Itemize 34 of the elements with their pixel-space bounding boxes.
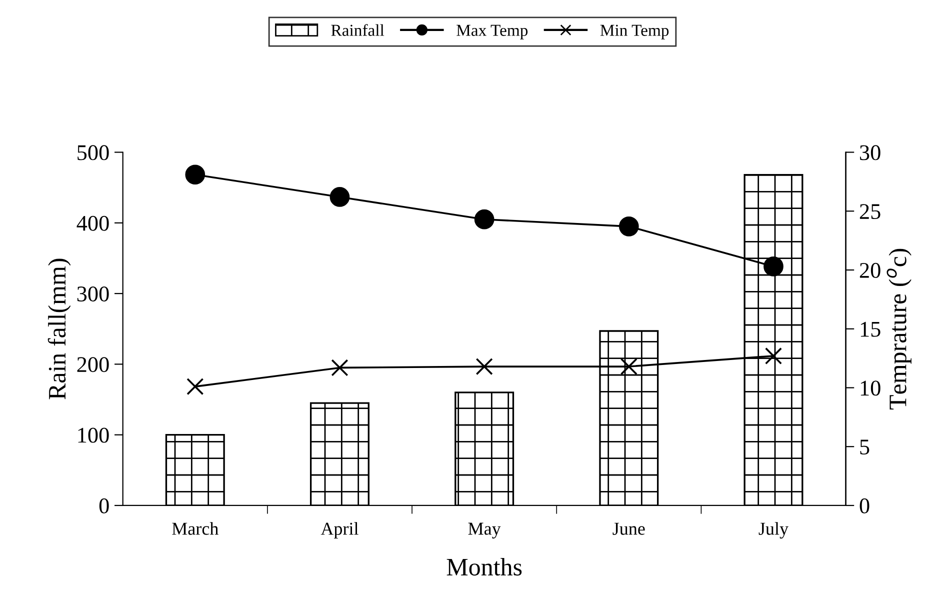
y-axis-title: Rain fall(mm) bbox=[48, 258, 71, 400]
legend-label: Rainfall bbox=[331, 24, 384, 36]
y2-tick-label: 25 bbox=[860, 204, 880, 220]
point bbox=[476, 358, 493, 376]
point bbox=[474, 209, 494, 230]
y-tick-label: 300 bbox=[77, 286, 109, 302]
y-tick-label: 100 bbox=[78, 428, 109, 443]
x-tick-label: June bbox=[612, 522, 645, 535]
point bbox=[331, 359, 348, 376]
y2-tick-label: 5 bbox=[860, 440, 870, 455]
y-tick-label: 200 bbox=[77, 357, 109, 372]
point bbox=[618, 216, 639, 236]
y2-tick-label: 0 bbox=[860, 498, 870, 514]
y-tick-label: 0 bbox=[99, 498, 109, 514]
x-tick-label: May bbox=[468, 522, 501, 539]
x-axis-title: Months bbox=[446, 558, 522, 576]
x-tick-label: April bbox=[320, 522, 358, 539]
point bbox=[186, 378, 204, 396]
y2-tick-label: 30 bbox=[860, 145, 880, 160]
legend-label: Max Temp bbox=[456, 24, 528, 40]
y2-tick-label: 15 bbox=[860, 322, 880, 337]
point bbox=[764, 256, 784, 276]
y2-tick-label: 10 bbox=[860, 380, 880, 396]
point bbox=[185, 164, 206, 185]
point bbox=[620, 358, 638, 376]
y-tick-label: 400 bbox=[76, 216, 109, 231]
point bbox=[330, 187, 350, 207]
x-tick-label: July bbox=[758, 522, 788, 539]
legend-label: Min Temp bbox=[600, 24, 669, 40]
x-tick-label: March bbox=[172, 522, 218, 535]
y-tick-label: 500 bbox=[78, 145, 109, 160]
y2-tick-label: 20 bbox=[860, 262, 880, 278]
y2-axis-title: Temprature ($^{o}$c) bbox=[886, 248, 912, 410]
point bbox=[764, 347, 782, 364]
